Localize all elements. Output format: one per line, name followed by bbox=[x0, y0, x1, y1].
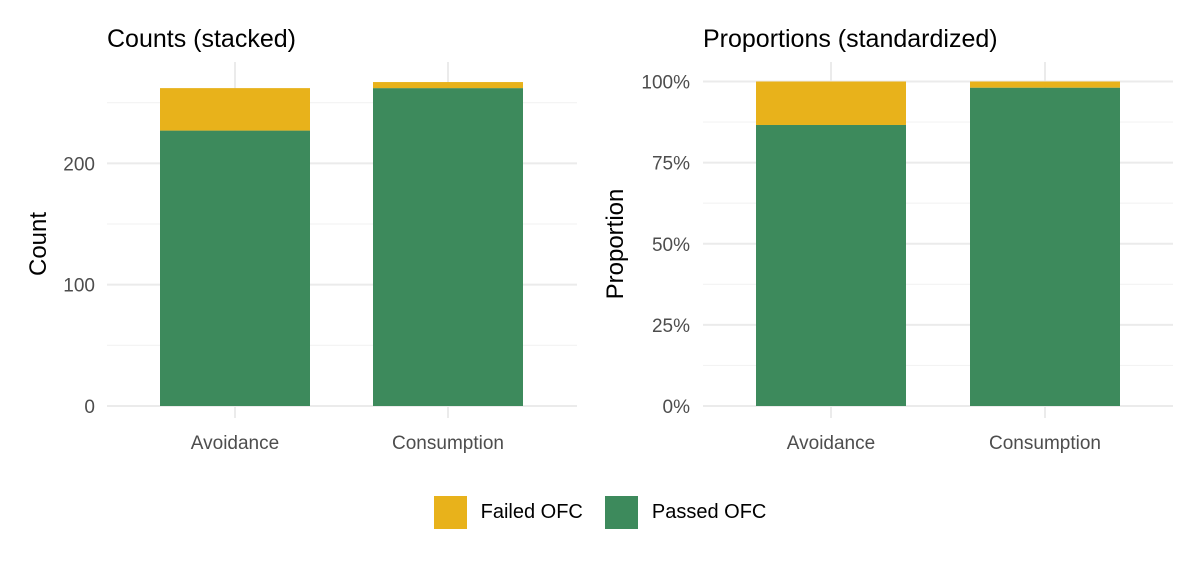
proportions-panel: Proportions (standardized) Proportion 0%… bbox=[602, 25, 1173, 454]
x-tick-label-avoidance: Avoidance bbox=[191, 433, 279, 454]
legend-item-failed: Failed OFC bbox=[433, 495, 583, 529]
legend: Failed OFC Passed OFC bbox=[0, 494, 1200, 530]
bar-failed-avoidance bbox=[756, 81, 906, 125]
counts-title: Counts (stacked) bbox=[107, 25, 296, 53]
bar-failed-avoidance bbox=[160, 88, 310, 131]
y-tick-label: 0% bbox=[663, 397, 691, 418]
legend-label-passed: Passed OFC bbox=[651, 500, 767, 523]
x-tick-label-consumption: Consumption bbox=[989, 433, 1101, 454]
bar-passed-avoidance bbox=[160, 130, 310, 406]
chart-canvas: Counts (stacked) Count 0 100 200 Avoidance C… bbox=[25, 25, 1173, 454]
proportions-y-axis-label: Proportion bbox=[602, 189, 629, 300]
legend-label-failed: Failed OFC bbox=[480, 500, 583, 523]
legend-swatch-passed bbox=[604, 495, 638, 529]
y-tick-label: 100 bbox=[63, 276, 95, 297]
legend-swatch-failed bbox=[433, 495, 467, 529]
counts-y-axis-label: Count bbox=[25, 212, 52, 276]
y-tick-label: 100% bbox=[641, 73, 690, 94]
bar-passed-avoidance bbox=[756, 124, 906, 406]
proportions-title: Proportions (standardized) bbox=[703, 25, 998, 53]
bar-failed-consumption bbox=[373, 82, 523, 89]
bar-passed-consumption bbox=[970, 87, 1120, 406]
y-tick-label: 75% bbox=[652, 154, 690, 175]
counts-panel: Counts (stacked) Count 0 100 200 Avoidance C… bbox=[25, 25, 577, 454]
y-tick-label: 0 bbox=[84, 397, 95, 418]
x-tick-label-consumption: Consumption bbox=[392, 433, 504, 454]
bar-passed-consumption bbox=[373, 88, 523, 406]
legend-item-passed: Passed OFC bbox=[604, 495, 767, 529]
bar-failed-consumption bbox=[970, 81, 1120, 88]
x-tick-label-avoidance: Avoidance bbox=[787, 433, 875, 454]
y-tick-label: 200 bbox=[63, 154, 95, 175]
y-tick-label: 25% bbox=[652, 316, 690, 337]
y-tick-label: 50% bbox=[652, 235, 690, 256]
